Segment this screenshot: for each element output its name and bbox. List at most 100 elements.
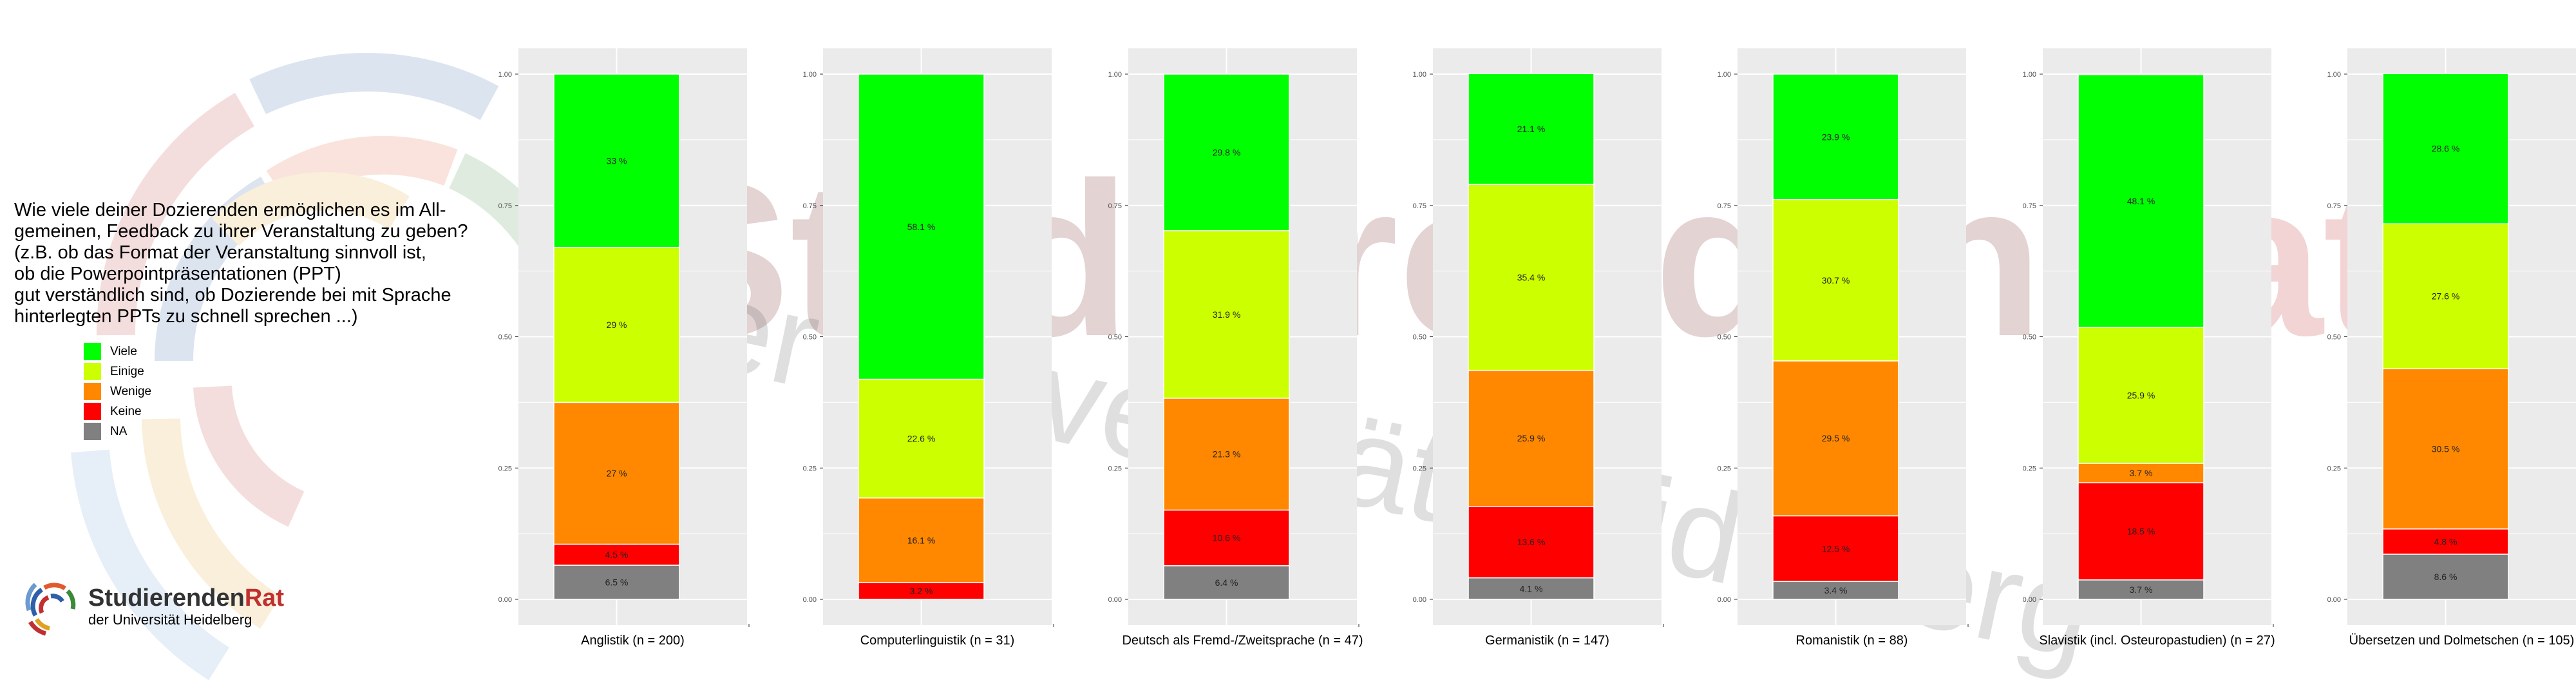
y-tick-label: 0.00 [1108,596,1122,604]
data-label: 21.1 % [1517,124,1546,134]
data-label: 29.8 % [1213,147,1241,157]
y-tick-label: 0.25 [498,465,512,472]
y-tick-label: 0.50 [803,334,817,342]
y-tick-label: 0.75 [1108,202,1122,210]
data-label: 30.7 % [1822,275,1850,285]
chart-panel: 0.00 0.25 0.50 0.75 1.00 8.6 % 4.8 % 30.5 % 27.6… [2327,48,2576,648]
bar-segment [1163,509,1290,566]
data-label: 3.7 % [2130,468,2153,478]
bar-segment [1468,369,1595,507]
logo: StudierendenRat der Universität Heidelbe… [23,577,284,636]
bar-segment [553,401,680,545]
data-label: 29 % [607,320,627,330]
y-tick-label: 0.00 [2023,596,2036,604]
chart-panel: 0.00 0.25 0.50 0.75 1.00 3.7 % 18.5 % 3.7 % 25.9… [2023,48,2275,648]
data-label: 10.6 % [1213,533,1241,543]
data-label: 6.4 % [1215,577,1238,588]
chart-panel: 0.00 0.25 0.50 0.75 1.00 4.1 % 13.6 % 25.9 % 35.… [1413,48,1664,648]
bar-segment [553,247,680,403]
bar-segment [2078,482,2204,581]
data-label: 8.6 % [2434,572,2458,582]
data-label: 27 % [607,468,627,478]
bar-segment [2078,327,2204,464]
data-label: 25.9 % [1517,433,1546,443]
y-tick-label: 0.50 [2327,334,2341,342]
legend-item: NA [84,421,151,441]
data-label: 12.5 % [1822,543,1850,554]
legend-label: Wenige [110,384,152,398]
chart-panel: 0.00 0.25 0.50 0.75 1.00 3.2 % 16.1 % 22.6 % 58.… [803,48,1054,648]
data-label: 13.6 % [1517,537,1546,547]
y-tick-label: 0.75 [2023,202,2036,210]
legend-swatch [84,403,101,420]
legend-item: Keine [84,401,151,421]
question-text: Wie viele deiner Dozierenden ermöglichen… [14,200,468,327]
bar-segment [1163,565,1290,600]
bar-segment [1468,577,1595,600]
y-tick-label: 0.00 [2327,596,2341,604]
legend-label: NA [110,424,128,438]
chart-panel: 0.00 0.25 0.50 0.75 1.00 6.5 % 4.5 % 27 % 29 % 33… [498,48,750,648]
legend-item: Viele [84,342,151,362]
y-tick-label: 0.25 [1413,465,1426,472]
legend-swatch [84,343,101,360]
y-tick-label: 1.00 [1718,71,1731,79]
data-label: 23.9 % [1822,131,1850,142]
chart-panel: 0.00 0.25 0.50 0.75 1.00 6.4 % 10.6 % 21.3 % 31.… [1108,48,1363,648]
logo-emblem [25,583,76,636]
legend-label: Keine [110,404,142,418]
y-tick-label: 0.25 [2327,465,2341,472]
data-label: 18.5 % [2127,526,2155,536]
y-tick-label: 0.75 [2327,202,2341,210]
legend-swatch [84,383,101,400]
x-axis-label: Computerlinguistik (n = 31) [860,633,1015,648]
data-label: 35.4 % [1517,272,1546,282]
y-tick-label: 0.25 [1108,465,1122,472]
data-label: 3.7 % [2130,585,2153,595]
bar-segment [1772,515,1899,583]
data-label: 58.1 % [907,222,936,232]
legend-swatch [84,363,101,380]
y-tick-label: 0.75 [498,202,512,210]
x-axis-label: Germanistik (n = 147) [1485,633,1609,648]
y-tick-label: 0.75 [1718,202,1731,210]
bar-segment [2382,73,2509,225]
data-label: 28.6 % [2432,144,2460,154]
y-tick-label: 0.00 [1413,596,1426,604]
y-tick-label: 0.50 [2023,334,2036,342]
chart-panel: 0.00 0.25 0.50 0.75 1.00 3.4 % 12.5 % 29.5 % 30.… [1718,48,1969,648]
y-tick-label: 1.00 [2327,71,2341,79]
x-axis-label: Deutsch als Fremd-/Zweitsprache (n = 47) [1122,633,1363,648]
data-label: 27.6 % [2432,291,2460,302]
y-tick-label: 0.25 [803,465,817,472]
x-axis-label: Anglistik (n = 200) [581,633,685,648]
bar-segment [1163,398,1290,511]
y-tick-label: 0.75 [803,202,817,210]
bar-segment [1772,581,1899,600]
y-tick-label: 0.50 [1718,334,1731,342]
data-label: 3.2 % [910,586,933,596]
y-tick-label: 1.00 [498,71,512,79]
data-label: 33 % [607,155,627,166]
data-label: 48.1 % [2127,196,2155,206]
data-label: 4.8 % [2434,536,2458,546]
legend: Viele Einige Wenige Keine NA [84,342,151,441]
y-tick-label: 0.25 [1718,465,1731,472]
data-label: 21.3 % [1213,449,1241,459]
bar-segment [858,497,985,583]
bar-segment [2382,223,2509,369]
legend-label: Viele [110,344,137,358]
bar-segment [2382,368,2509,530]
legend-item: Einige [84,362,151,382]
y-tick-label: 0.50 [498,334,512,342]
y-tick-label: 1.00 [1108,71,1122,79]
bar-segment [2382,554,2509,600]
bar-segment [1772,199,1899,362]
x-axis-label: Slavistik (incl. Osteuropastudien) (n = … [2039,633,2275,648]
data-label: 30.5 % [2432,444,2460,454]
data-label: 22.6 % [907,434,936,444]
y-tick-label: 1.00 [2023,71,2036,79]
bar-segment [1772,73,1899,200]
y-tick-label: 1.00 [803,71,817,79]
